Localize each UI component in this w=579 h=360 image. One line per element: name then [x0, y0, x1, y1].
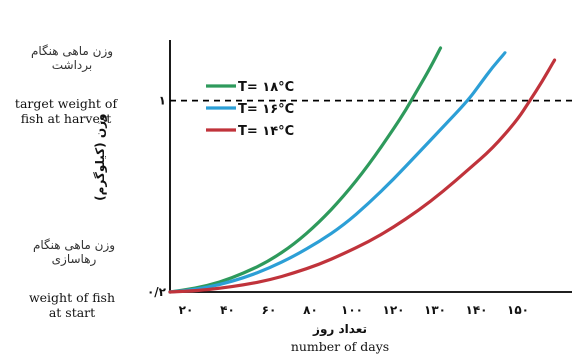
target-weight-en-line2: fish at harvest	[20, 111, 112, 126]
series-line-2	[168, 51, 507, 294]
series-line-1	[168, 46, 443, 294]
x-tick-label: ۲۰	[179, 303, 194, 317]
y-tick-label: ۱	[159, 94, 166, 108]
target-weight-en-line1: target weight of	[14, 96, 118, 111]
target-weight-fa-line2: برداشت	[51, 58, 93, 73]
start-weight-fa-label: وزن ماهی هنگام رهاسازی	[16, 238, 132, 267]
legend-label-3: T= ۱۴°C	[238, 124, 294, 139]
legend-label-2: T= ۱۶°C	[238, 102, 294, 117]
legend-label-1: T= ۱۸°C	[238, 80, 294, 95]
x-tick-label: ۱۰۰	[341, 303, 363, 317]
x-tick-label: ۱۲۰	[383, 303, 405, 317]
start-weight-fa-line2: رهاسازی	[51, 252, 97, 267]
start-weight-en-line2: at start	[48, 305, 96, 320]
x-tick-label: ۱۳۰	[424, 303, 446, 317]
target-weight-en-label: target weight of fish at harvest	[0, 96, 132, 126]
x-tick-label: ۱۴۰	[466, 303, 488, 317]
start-weight-en-label: weight of fish at start	[12, 290, 132, 320]
x-axis-label-en: number of days	[290, 339, 390, 354]
x-tick-label: ۱۵۰	[507, 303, 529, 317]
y-tick-label: ۰/۲	[147, 285, 167, 299]
x-axis-label-fa: تعداد روز	[313, 322, 367, 336]
target-weight-fa-label: وزن ماهی هنگام برداشت	[12, 44, 132, 73]
series-line-3	[168, 58, 557, 294]
x-tick-label: ۶۰	[262, 303, 277, 317]
x-tick-label: ۸۰	[303, 303, 318, 317]
start-weight-en-line1: weight of fish	[28, 290, 116, 305]
target-weight-fa-line1: وزن ماهی هنگام	[30, 44, 114, 58]
x-tick-label: ۴۰	[220, 303, 235, 317]
y-axis-label: وزن (کیلوگرم)	[92, 113, 107, 201]
start-weight-fa-line1: وزن ماهی هنگام	[32, 238, 116, 252]
